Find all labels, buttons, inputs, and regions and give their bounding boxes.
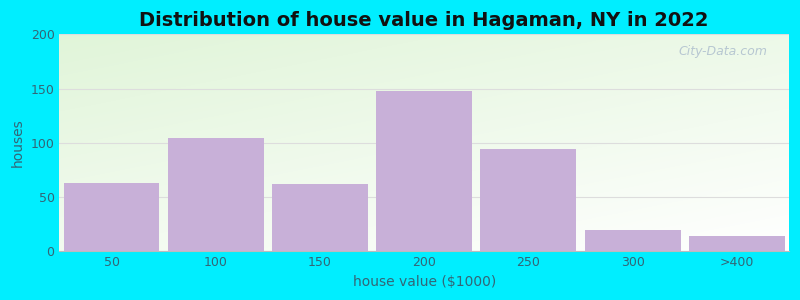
Bar [585,230,681,251]
Bar [272,184,368,251]
Y-axis label: houses: houses [11,118,25,167]
Bar [689,236,785,251]
Bar [63,183,159,251]
Bar [481,149,576,251]
X-axis label: house value ($1000): house value ($1000) [353,275,496,289]
Bar [168,137,264,251]
Text: City-Data.com: City-Data.com [678,45,767,58]
Title: Distribution of house value in Hagaman, NY in 2022: Distribution of house value in Hagaman, … [139,11,709,30]
Bar [376,91,472,251]
